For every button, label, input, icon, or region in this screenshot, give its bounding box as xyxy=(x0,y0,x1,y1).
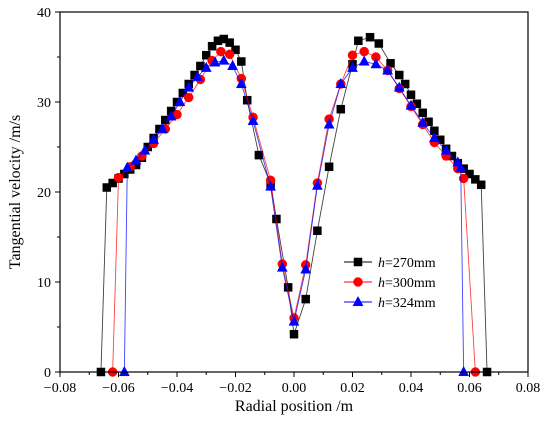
data-point xyxy=(417,116,429,127)
data-point xyxy=(370,58,382,69)
data-point xyxy=(174,95,186,107)
data-point xyxy=(148,133,160,144)
data-point xyxy=(102,183,112,192)
y-tick-label: 20 xyxy=(37,186,51,201)
data-point xyxy=(301,294,310,304)
data-point xyxy=(455,161,467,172)
x-tick-label: 0.06 xyxy=(457,381,482,396)
x-tick-label: −0.04 xyxy=(161,381,193,396)
y-tick-label: 30 xyxy=(37,96,51,111)
data-point xyxy=(336,104,346,114)
data-point xyxy=(313,226,322,235)
data-point xyxy=(400,79,410,89)
data-point xyxy=(242,95,252,105)
data-point xyxy=(265,180,277,191)
data-point xyxy=(121,161,133,172)
data-point xyxy=(113,172,124,183)
x-tick-label: 0.00 xyxy=(282,381,307,396)
x-tick-label: 0.08 xyxy=(516,381,541,396)
data-point xyxy=(165,110,177,121)
data-point xyxy=(237,57,246,66)
legend-marker xyxy=(353,257,363,267)
data-point xyxy=(458,173,469,184)
y-tick-label: 40 xyxy=(37,6,51,21)
data-point xyxy=(235,77,247,89)
data-point xyxy=(395,70,404,80)
series-triangle xyxy=(118,54,470,377)
data-point xyxy=(225,38,234,47)
data-point xyxy=(359,46,369,57)
legend: h=270mm h=300mm h=324mm xyxy=(344,256,436,311)
data-point xyxy=(406,90,416,100)
legend-item: h=270mm xyxy=(344,256,436,271)
data-point xyxy=(200,61,212,72)
data-point xyxy=(156,122,168,134)
data-point xyxy=(347,61,358,72)
data-point xyxy=(227,59,238,71)
y-tick-label: 10 xyxy=(37,276,51,291)
ticks-layer: −0.08 −0.06 −0.04 −0.02 0.00 0.02 0.04 0.06 0.08… xyxy=(37,6,540,396)
data-point xyxy=(247,114,259,125)
data-point xyxy=(192,70,203,81)
x-tick-label: −0.08 xyxy=(44,381,76,396)
series-circle xyxy=(107,46,481,377)
data-point xyxy=(465,169,474,179)
data-point xyxy=(139,144,151,155)
legend-marker xyxy=(353,277,363,287)
data-point xyxy=(458,365,470,377)
data-point xyxy=(231,45,240,55)
legend-label: h=300mm xyxy=(378,276,436,291)
data-point xyxy=(354,36,363,46)
data-point xyxy=(365,32,375,42)
data-point xyxy=(207,41,217,51)
data-point xyxy=(358,55,370,66)
legend-item: h=324mm xyxy=(344,295,436,311)
data-point xyxy=(288,315,300,326)
data-point xyxy=(300,263,312,274)
data-point xyxy=(311,179,323,190)
data-point xyxy=(218,54,230,65)
data-point xyxy=(216,46,226,57)
x-tick-label: −0.06 xyxy=(102,381,134,396)
data-point xyxy=(209,56,221,67)
data-point xyxy=(108,178,117,188)
data-point xyxy=(324,162,334,172)
data-point xyxy=(405,99,417,110)
data-point xyxy=(289,329,299,339)
data-point xyxy=(347,50,358,60)
data-point xyxy=(254,150,264,160)
data-point xyxy=(476,180,486,190)
y-axis-title: Tangential velocity /m/s xyxy=(7,115,24,269)
data-point xyxy=(471,175,480,184)
data-point xyxy=(224,49,235,60)
data-point xyxy=(335,77,347,89)
x-tick-label: −0.02 xyxy=(219,381,251,396)
data-point xyxy=(323,118,335,129)
data-point xyxy=(382,64,394,75)
x-axis-title: Radial position /m xyxy=(235,398,354,415)
data-point xyxy=(418,108,427,118)
legend-marker xyxy=(352,295,364,307)
legend-label: h=270mm xyxy=(378,256,436,271)
legend-label: h=324mm xyxy=(378,296,436,311)
data-point xyxy=(393,81,405,92)
data-point xyxy=(428,131,440,143)
y-tick-label: 0 xyxy=(44,366,51,381)
data-point xyxy=(183,92,194,103)
x-tick-label: 0.04 xyxy=(399,381,424,396)
data-point xyxy=(440,144,452,155)
data-layer xyxy=(96,32,492,377)
data-point xyxy=(276,261,288,272)
data-point xyxy=(183,81,195,92)
x-tick-label: 0.02 xyxy=(340,381,365,396)
data-point xyxy=(202,50,211,60)
legend-item: h=300mm xyxy=(344,276,436,291)
data-point xyxy=(130,154,142,165)
data-point xyxy=(118,365,130,377)
data-point xyxy=(374,39,384,48)
